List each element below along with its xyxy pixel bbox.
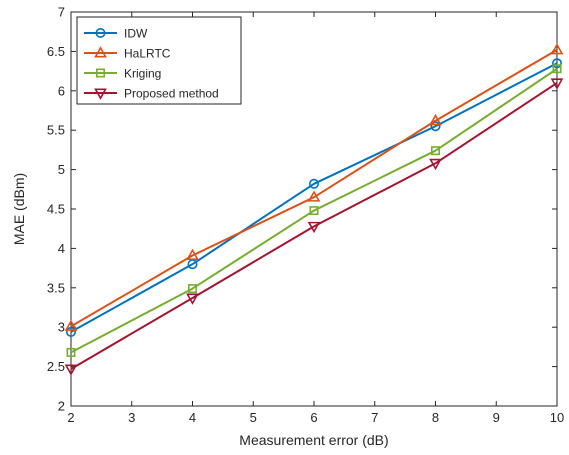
y-tick-label: 3	[58, 320, 65, 335]
series-halrtc	[64, 42, 564, 331]
y-tick-label: 4	[58, 241, 65, 256]
data-point	[66, 326, 77, 337]
series-proposed-method	[64, 78, 564, 376]
data-point	[64, 319, 78, 331]
data-point	[307, 221, 321, 234]
series-layer	[64, 42, 564, 376]
data-point	[64, 364, 78, 376]
data-point	[429, 158, 442, 171]
series-kriging	[66, 64, 562, 357]
x-tick-label: 3	[128, 410, 135, 425]
legend: IDW HaLRTC Kriging Proposed method	[76, 16, 242, 105]
legend-label: Proposed method	[124, 86, 219, 100]
y-tick-label: 2.5	[47, 359, 65, 374]
legend-label: HaLRTC	[124, 46, 171, 60]
legend-marker	[94, 88, 107, 100]
y-tick-label: 7	[58, 5, 65, 20]
legend-item: IDW	[84, 26, 148, 40]
legend-label: Kriging	[124, 66, 161, 80]
legend-item: HaLRTC	[84, 46, 171, 60]
axis-ticks: 2 3 4 5 6 7 8 9 10 2 2.5 3 3.5 4 4.5 5 5.5 6 6.5 7	[47, 5, 564, 426]
legend-marker	[94, 46, 107, 58]
x-tick-label: 10	[550, 410, 564, 425]
data-point	[552, 64, 562, 74]
data-point	[307, 190, 321, 202]
series-line	[70, 62, 558, 333]
y-tick-label: 6.5	[47, 44, 65, 59]
data-point	[308, 178, 319, 189]
legend-marker	[95, 27, 106, 38]
data-point	[429, 113, 442, 126]
y-tick-label: 5.5	[47, 123, 65, 138]
x-tick-label: 2	[67, 410, 74, 425]
series-line	[70, 82, 558, 370]
data-point	[430, 146, 440, 156]
data-point	[309, 206, 319, 216]
y-tick-label: 6	[58, 83, 65, 98]
data-point	[186, 248, 199, 260]
x-tick-label: 6	[310, 410, 317, 425]
data-point	[550, 42, 564, 55]
data-point	[188, 284, 198, 294]
data-point	[550, 78, 564, 90]
y-axis-label: MAE (dBm)	[11, 173, 27, 245]
data-point	[551, 58, 562, 69]
series-line	[70, 48, 558, 328]
y-tick-label: 5	[58, 162, 65, 177]
series-line	[70, 67, 558, 354]
series-idw	[66, 58, 562, 337]
x-tick-label: 5	[250, 410, 257, 425]
y-tick-label: 2	[58, 399, 65, 414]
data-point	[186, 293, 199, 305]
x-axis-label: Measurement error (dB)	[239, 432, 388, 448]
data-point	[66, 347, 76, 357]
legend-item: Proposed method	[84, 86, 219, 100]
legend-label: IDW	[124, 26, 148, 40]
x-tick-label: 7	[371, 410, 378, 425]
data-point	[430, 121, 441, 132]
x-tick-label: 9	[493, 410, 500, 425]
x-tick-label: 8	[432, 410, 439, 425]
legend-marker	[96, 68, 106, 78]
legend-item: Kriging	[84, 66, 161, 80]
x-tick-label: 4	[189, 410, 196, 425]
y-tick-label: 3.5	[47, 280, 65, 295]
y-tick-label: 4.5	[47, 202, 65, 217]
